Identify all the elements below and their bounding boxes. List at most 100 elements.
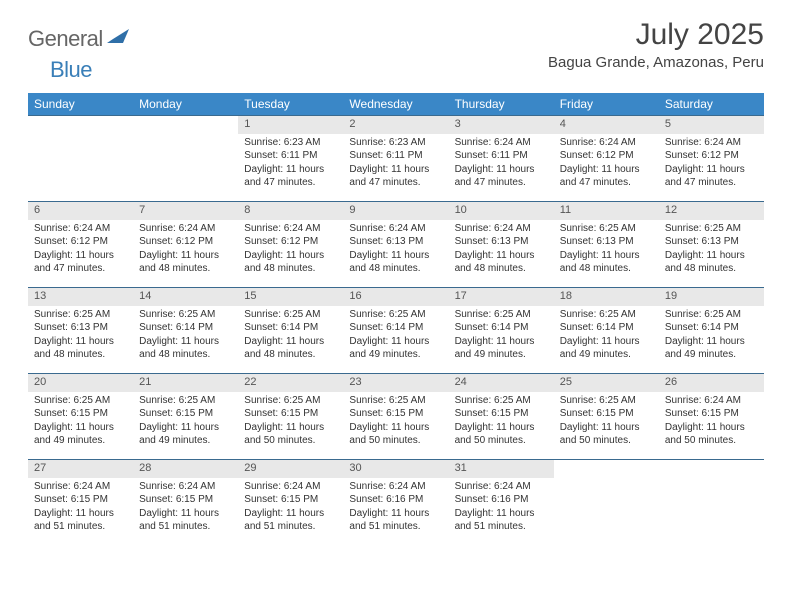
day-cell: Sunrise: 6:25 AMSunset: 6:14 PMDaylight:… — [343, 306, 448, 374]
day-cell: Sunrise: 6:25 AMSunset: 6:13 PMDaylight:… — [659, 220, 764, 288]
day-line: and 50 minutes. — [349, 434, 442, 448]
day-cell: Sunrise: 6:24 AMSunset: 6:13 PMDaylight:… — [449, 220, 554, 288]
day-cell: Sunrise: 6:25 AMSunset: 6:13 PMDaylight:… — [28, 306, 133, 374]
day-line: Sunset: 6:15 PM — [244, 493, 337, 507]
day-number: 13 — [28, 288, 133, 306]
day-line: and 51 minutes. — [244, 520, 337, 534]
day-line: and 51 minutes. — [34, 520, 127, 534]
day-line: Sunrise: 6:25 AM — [560, 222, 653, 236]
day-line: Sunset: 6:12 PM — [34, 235, 127, 249]
day-line: Sunrise: 6:25 AM — [665, 308, 758, 322]
day-line: Sunset: 6:16 PM — [349, 493, 442, 507]
day-line: Daylight: 11 hours — [560, 249, 653, 263]
day-line: Sunset: 6:12 PM — [560, 149, 653, 163]
logo-text-blue: Blue — [50, 57, 92, 83]
day-cell — [133, 134, 238, 202]
day-cell: Sunrise: 6:25 AMSunset: 6:15 PMDaylight:… — [343, 392, 448, 460]
day-line: Sunset: 6:14 PM — [560, 321, 653, 335]
day-number: 31 — [449, 460, 554, 478]
logo: General — [28, 26, 131, 52]
content-row: Sunrise: 6:24 AMSunset: 6:12 PMDaylight:… — [28, 220, 764, 288]
day-line: Sunrise: 6:25 AM — [244, 308, 337, 322]
day-line: Sunrise: 6:24 AM — [139, 480, 232, 494]
day-line: Sunset: 6:11 PM — [244, 149, 337, 163]
day-number: 24 — [449, 374, 554, 392]
day-cell: Sunrise: 6:25 AMSunset: 6:14 PMDaylight:… — [238, 306, 343, 374]
day-number: 25 — [554, 374, 659, 392]
day-line: and 49 minutes. — [665, 348, 758, 362]
day-cell: Sunrise: 6:25 AMSunset: 6:14 PMDaylight:… — [133, 306, 238, 374]
day-cell — [554, 478, 659, 546]
day-number — [133, 116, 238, 134]
location-label: Bagua Grande, Amazonas, Peru — [548, 54, 764, 71]
weekday-header: Friday — [554, 93, 659, 116]
day-line: Sunrise: 6:24 AM — [244, 480, 337, 494]
day-line: and 51 minutes. — [455, 520, 548, 534]
day-line: Daylight: 11 hours — [34, 335, 127, 349]
day-line: Sunset: 6:15 PM — [349, 407, 442, 421]
day-line: Sunset: 6:15 PM — [139, 407, 232, 421]
day-line: and 51 minutes. — [139, 520, 232, 534]
weekday-header: Monday — [133, 93, 238, 116]
logo-mark-icon — [107, 29, 129, 50]
day-line: Daylight: 11 hours — [455, 163, 548, 177]
day-line: Daylight: 11 hours — [349, 507, 442, 521]
day-line: and 48 minutes. — [244, 348, 337, 362]
day-line: Sunrise: 6:25 AM — [560, 394, 653, 408]
day-line: and 47 minutes. — [560, 176, 653, 190]
content-row: Sunrise: 6:23 AMSunset: 6:11 PMDaylight:… — [28, 134, 764, 202]
day-line: Sunset: 6:11 PM — [349, 149, 442, 163]
day-line: Sunrise: 6:25 AM — [665, 222, 758, 236]
day-line: Sunrise: 6:25 AM — [34, 308, 127, 322]
day-line: Sunset: 6:13 PM — [455, 235, 548, 249]
day-line: Daylight: 11 hours — [665, 335, 758, 349]
day-line: and 51 minutes. — [349, 520, 442, 534]
day-line: Sunrise: 6:23 AM — [349, 136, 442, 150]
day-line: Daylight: 11 hours — [34, 421, 127, 435]
day-cell: Sunrise: 6:24 AMSunset: 6:15 PMDaylight:… — [659, 392, 764, 460]
day-cell — [28, 134, 133, 202]
content-row: Sunrise: 6:24 AMSunset: 6:15 PMDaylight:… — [28, 478, 764, 546]
day-cell: Sunrise: 6:24 AMSunset: 6:12 PMDaylight:… — [554, 134, 659, 202]
day-cell: Sunrise: 6:25 AMSunset: 6:15 PMDaylight:… — [28, 392, 133, 460]
day-cell: Sunrise: 6:25 AMSunset: 6:14 PMDaylight:… — [554, 306, 659, 374]
day-line: and 50 minutes. — [665, 434, 758, 448]
day-line: and 50 minutes. — [560, 434, 653, 448]
day-line: Sunset: 6:15 PM — [560, 407, 653, 421]
day-line: Daylight: 11 hours — [455, 507, 548, 521]
day-line: and 47 minutes. — [349, 176, 442, 190]
day-line: Daylight: 11 hours — [349, 163, 442, 177]
day-cell: Sunrise: 6:24 AMSunset: 6:16 PMDaylight:… — [343, 478, 448, 546]
day-number: 30 — [343, 460, 448, 478]
day-number: 17 — [449, 288, 554, 306]
day-cell: Sunrise: 6:24 AMSunset: 6:16 PMDaylight:… — [449, 478, 554, 546]
day-line: Daylight: 11 hours — [139, 421, 232, 435]
day-line: Sunrise: 6:24 AM — [665, 136, 758, 150]
day-number: 5 — [659, 116, 764, 134]
day-number: 15 — [238, 288, 343, 306]
day-line: Daylight: 11 hours — [560, 335, 653, 349]
day-cell: Sunrise: 6:25 AMSunset: 6:15 PMDaylight:… — [238, 392, 343, 460]
day-number: 4 — [554, 116, 659, 134]
day-line: Daylight: 11 hours — [665, 249, 758, 263]
day-line: Sunset: 6:15 PM — [139, 493, 232, 507]
day-line: Sunset: 6:12 PM — [665, 149, 758, 163]
day-line: Sunset: 6:12 PM — [139, 235, 232, 249]
day-line: Sunset: 6:15 PM — [34, 407, 127, 421]
day-number: 18 — [554, 288, 659, 306]
calendar-table: Sunday Monday Tuesday Wednesday Thursday… — [28, 93, 764, 546]
day-line: Daylight: 11 hours — [139, 249, 232, 263]
day-line: and 48 minutes. — [139, 348, 232, 362]
day-line: Sunrise: 6:25 AM — [349, 308, 442, 322]
day-number: 6 — [28, 202, 133, 220]
day-number: 12 — [659, 202, 764, 220]
day-cell: Sunrise: 6:24 AMSunset: 6:12 PMDaylight:… — [238, 220, 343, 288]
day-cell: Sunrise: 6:24 AMSunset: 6:12 PMDaylight:… — [28, 220, 133, 288]
day-line: Sunset: 6:14 PM — [139, 321, 232, 335]
day-line: Sunset: 6:14 PM — [244, 321, 337, 335]
day-line: Daylight: 11 hours — [34, 249, 127, 263]
day-line: Daylight: 11 hours — [560, 163, 653, 177]
day-line: and 48 minutes. — [349, 262, 442, 276]
day-cell: Sunrise: 6:24 AMSunset: 6:12 PMDaylight:… — [133, 220, 238, 288]
content-row: Sunrise: 6:25 AMSunset: 6:15 PMDaylight:… — [28, 392, 764, 460]
